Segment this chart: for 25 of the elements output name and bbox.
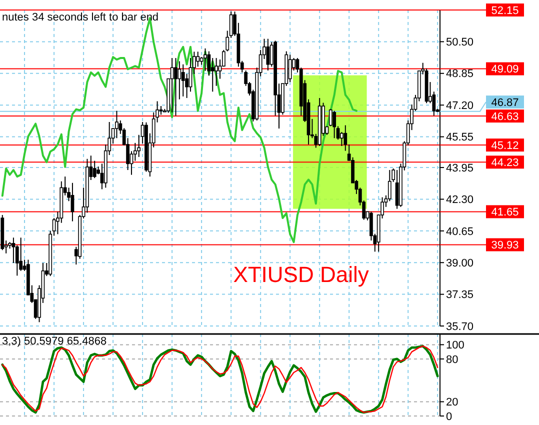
- ref-line-label: 46.63: [491, 110, 519, 123]
- y-tick-label: 35.70: [446, 320, 474, 333]
- ref-line-label: 44.23: [491, 156, 519, 169]
- text: XTIUSD Daily: [233, 262, 369, 287]
- annotation: 3,3) 50.5979 65.4868: [2, 336, 107, 348]
- y-tick-label: 47.20: [446, 100, 474, 112]
- ref-line-label: 41.65: [491, 206, 519, 219]
- y-tick-label: 80: [446, 354, 458, 366]
- y-tick-label: 100: [446, 340, 464, 352]
- y-tick-label: 45.55: [446, 132, 474, 144]
- ref-line-label: 46.87: [491, 96, 519, 109]
- annotation: nutes 34 seconds left to bar end: [2, 12, 159, 24]
- y-tick-label: 48.85: [446, 68, 474, 80]
- ref-line-label: 39.93: [491, 240, 519, 252]
- ref-line-label: 49.09: [491, 64, 519, 76]
- ref-line-label: 52.15: [491, 4, 519, 17]
- y-tick-label: 50.50: [446, 36, 474, 49]
- y-tick-label: 43.95: [446, 162, 474, 174]
- ref-line-label: 45.12: [491, 140, 519, 152]
- y-tick-label: 37.35: [446, 289, 474, 302]
- y-tick-label: 40.65: [446, 226, 474, 238]
- y-tick-label: 20: [446, 396, 458, 409]
- y-tick-label: 42.30: [446, 194, 474, 206]
- y-tick-label: 39.00: [446, 257, 474, 270]
- y-tick-label: 0: [446, 410, 452, 423]
